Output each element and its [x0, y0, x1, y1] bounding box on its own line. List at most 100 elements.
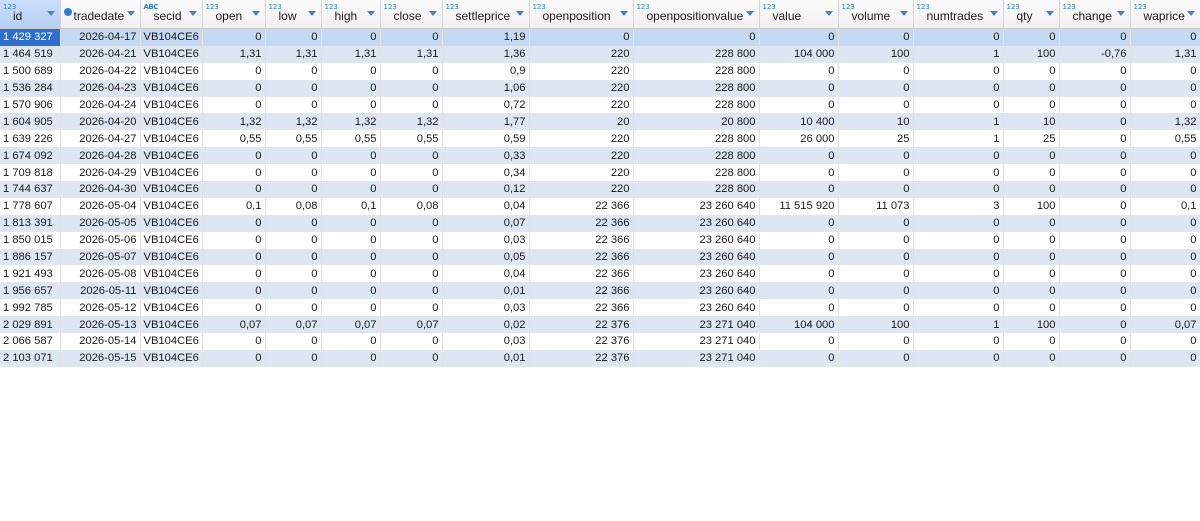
- cell-volume[interactable]: 0: [838, 79, 914, 97]
- cell-volume[interactable]: 11 073: [838, 197, 914, 215]
- table-row[interactable]: 1 500 689 2026-04-22 VB104CE6 0 0 0 0 0,9 220 228…: [0, 62, 1200, 80]
- cell-close[interactable]: 0: [380, 147, 443, 165]
- cell-value[interactable]: 0: [759, 282, 839, 300]
- cell-openposition[interactable]: 0: [529, 28, 634, 46]
- cell-waprice[interactable]: 0: [1130, 265, 1200, 283]
- cell-waprice[interactable]: 0,55: [1130, 130, 1200, 148]
- cell-value[interactable]: 0: [759, 349, 839, 367]
- cell-tradedate[interactable]: 2026-04-20: [60, 113, 141, 131]
- table-row[interactable]: 1 604 905 2026-04-20 VB104CE6 1,32 1,32 1,32 1…: [0, 113, 1200, 131]
- cell-volume[interactable]: 0: [838, 231, 914, 249]
- cell-tradedate[interactable]: 2026-05-06: [60, 231, 141, 249]
- table-row[interactable]: 1 639 226 2026-04-27 VB104CE6 0,55 0,55 0,55 0…: [0, 130, 1200, 148]
- cell-volume[interactable]: 100: [838, 316, 914, 334]
- cell-high[interactable]: 0: [321, 248, 381, 266]
- filter-dropdown-icon[interactable]: [824, 11, 833, 16]
- cell-qty[interactable]: 100: [1003, 197, 1060, 215]
- table-row[interactable]: 1 813 391 2026-05-05 VB104CE6 0 0 0 0 0,07 22 36…: [0, 214, 1200, 232]
- cell-numtrades[interactable]: 0: [913, 349, 1004, 367]
- cell-secid[interactable]: VB104CE6: [140, 265, 203, 283]
- cell-high[interactable]: 0: [321, 349, 381, 367]
- cell-numtrades[interactable]: 0: [913, 181, 1004, 198]
- cell-close[interactable]: 1,31: [380, 45, 443, 63]
- cell-high[interactable]: 0: [321, 79, 381, 97]
- cell-numtrades[interactable]: 1: [913, 316, 1004, 334]
- cell-openpositionvalue[interactable]: 23 271 040: [633, 349, 760, 367]
- cell-close[interactable]: 0: [380, 333, 443, 350]
- table-row[interactable]: 1 464 519 2026-04-21 VB104CE6 1,31 1,31 1,31 1…: [0, 45, 1200, 63]
- cell-qty[interactable]: 0: [1003, 181, 1060, 198]
- cell-numtrades[interactable]: 0: [913, 28, 1004, 46]
- cell-change[interactable]: 0: [1059, 248, 1131, 266]
- cell-openposition[interactable]: 220: [529, 130, 634, 148]
- cell-close[interactable]: 0: [380, 282, 443, 300]
- cell-waprice[interactable]: 1,31: [1130, 45, 1200, 63]
- cell-qty[interactable]: 0: [1003, 282, 1060, 300]
- column-header-value[interactable]: 123 value: [759, 0, 839, 29]
- cell-high[interactable]: 0: [321, 147, 381, 165]
- cell-qty[interactable]: 0: [1003, 164, 1060, 182]
- cell-close[interactable]: 0,07: [380, 316, 443, 334]
- cell-settleprice[interactable]: 0,12: [442, 181, 530, 198]
- column-header-numtrades[interactable]: 123 numtrades: [913, 0, 1004, 29]
- cell-tradedate[interactable]: 2026-04-21: [60, 45, 141, 63]
- cell-change[interactable]: 0: [1059, 79, 1131, 97]
- cell-secid[interactable]: VB104CE6: [140, 164, 203, 182]
- cell-settleprice[interactable]: 0,01: [442, 282, 530, 300]
- filter-dropdown-icon[interactable]: [126, 11, 135, 16]
- cell-settleprice[interactable]: 1,77: [442, 113, 530, 131]
- filter-dropdown-icon[interactable]: [251, 11, 260, 16]
- cell-low[interactable]: 0: [265, 265, 322, 283]
- table-row[interactable]: 1 921 493 2026-05-08 VB104CE6 0 0 0 0 0,04 22 36…: [0, 265, 1200, 283]
- cell-id[interactable]: 1 639 226: [0, 130, 61, 148]
- filter-dropdown-icon[interactable]: [366, 11, 375, 16]
- cell-low[interactable]: 0: [265, 62, 322, 80]
- cell-low[interactable]: 0: [265, 79, 322, 97]
- cell-close[interactable]: 0: [380, 164, 443, 182]
- cell-numtrades[interactable]: 1: [913, 45, 1004, 63]
- cell-value[interactable]: 11 515 920: [759, 197, 839, 215]
- cell-secid[interactable]: VB104CE6: [140, 299, 203, 317]
- cell-volume[interactable]: 0: [838, 299, 914, 317]
- cell-low[interactable]: 0: [265, 299, 322, 317]
- cell-numtrades[interactable]: 0: [913, 214, 1004, 232]
- cell-waprice[interactable]: 0: [1130, 96, 1200, 114]
- cell-open[interactable]: 0: [202, 231, 266, 249]
- cell-low[interactable]: 0: [265, 96, 322, 114]
- cell-secid[interactable]: VB104CE6: [140, 147, 203, 165]
- cell-openposition[interactable]: 220: [529, 164, 634, 182]
- cell-volume[interactable]: 0: [838, 333, 914, 350]
- cell-secid[interactable]: VB104CE6: [140, 316, 203, 334]
- table-row[interactable]: 1 709 818 2026-04-29 VB104CE6 0 0 0 0 0,34 220 22…: [0, 164, 1200, 182]
- cell-waprice[interactable]: 0,1: [1130, 197, 1200, 215]
- cell-openpositionvalue[interactable]: 23 260 640: [633, 248, 760, 266]
- cell-high[interactable]: 0: [321, 96, 381, 114]
- cell-waprice[interactable]: 0: [1130, 333, 1200, 350]
- table-row[interactable]: 1 850 015 2026-05-06 VB104CE6 0 0 0 0 0,03 22 36…: [0, 231, 1200, 249]
- cell-waprice[interactable]: 0: [1130, 62, 1200, 80]
- cell-numtrades[interactable]: 0: [913, 164, 1004, 182]
- cell-id[interactable]: 1 674 092: [0, 147, 61, 165]
- cell-close[interactable]: 0: [380, 79, 443, 97]
- cell-numtrades[interactable]: 0: [913, 79, 1004, 97]
- table-row[interactable]: 2 103 071 2026-05-15 VB104CE6 0 0 0 0 0,01 22 37…: [0, 349, 1200, 367]
- cell-id[interactable]: 2 029 891: [0, 316, 61, 334]
- cell-value[interactable]: 0: [759, 147, 839, 165]
- cell-tradedate[interactable]: 2026-05-05: [60, 214, 141, 232]
- cell-openpositionvalue[interactable]: 23 260 640: [633, 231, 760, 249]
- cell-value[interactable]: 10 400: [759, 113, 839, 131]
- table-row[interactable]: 2 066 587 2026-05-14 VB104CE6 0 0 0 0 0,03 22 37…: [0, 333, 1200, 350]
- cell-id[interactable]: 1 921 493: [0, 265, 61, 283]
- cell-id[interactable]: 2 066 587: [0, 333, 61, 350]
- cell-low[interactable]: 0,08: [265, 197, 322, 215]
- cell-numtrades[interactable]: 0: [913, 333, 1004, 350]
- cell-openpositionvalue[interactable]: 228 800: [633, 147, 760, 165]
- cell-change[interactable]: 0: [1059, 299, 1131, 317]
- cell-close[interactable]: 0: [380, 349, 443, 367]
- cell-value[interactable]: 0: [759, 231, 839, 249]
- cell-qty[interactable]: 0: [1003, 248, 1060, 266]
- cell-qty[interactable]: 0: [1003, 231, 1060, 249]
- cell-low[interactable]: 0,07: [265, 316, 322, 334]
- cell-tradedate[interactable]: 2026-05-11: [60, 282, 141, 300]
- cell-tradedate[interactable]: 2026-05-08: [60, 265, 141, 283]
